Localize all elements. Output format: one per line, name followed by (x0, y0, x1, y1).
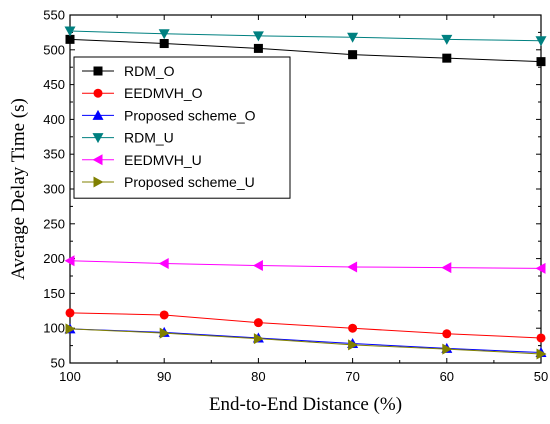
legend-marker (93, 176, 104, 188)
legend: RDM_O EEDMVH_O Proposed scheme_O RDM_U EEDMV… (73, 56, 291, 199)
legend-item: RDM_U (82, 130, 174, 146)
data-point (536, 333, 546, 343)
x-tick-label: 100 (59, 369, 81, 384)
x-tick-label: 50 (534, 369, 548, 384)
legend-label: Proposed scheme_U (124, 174, 255, 190)
legend-marker (92, 109, 104, 120)
data-point (442, 53, 452, 63)
data-point (442, 343, 453, 355)
y-tick-label: 500 (43, 42, 65, 57)
series-line (69, 312, 542, 339)
series-eedmvh-u (64, 255, 546, 274)
series-line (69, 38, 542, 63)
data-point (535, 36, 547, 47)
series-rdm-o (65, 34, 546, 67)
data-point (442, 329, 452, 339)
series-line (69, 260, 542, 269)
y-tick-label: 350 (43, 147, 65, 162)
legend-box (73, 56, 291, 199)
series-eedmvh-o (65, 308, 546, 343)
series-proposed-scheme-o (64, 323, 547, 358)
series-rdm-u (64, 26, 547, 47)
legend-label: RDM_O (124, 63, 175, 79)
y-tick-label: 200 (43, 251, 65, 266)
data-point (253, 318, 263, 328)
series-proposed-scheme-u (65, 323, 547, 360)
legend-label: EEDMVH_U (124, 152, 202, 168)
data-point (536, 57, 546, 67)
data-point (348, 50, 358, 60)
legend-item: Proposed scheme_O (82, 107, 256, 123)
y-tick-label: 150 (43, 286, 65, 301)
y-tick-label: 50 (51, 356, 65, 371)
y-tick-label: 250 (43, 216, 65, 231)
data-point (64, 255, 75, 267)
legend-marker (92, 154, 103, 166)
data-point (441, 34, 453, 45)
x-tick-label: 80 (251, 369, 265, 384)
legend-label: EEDMVH_O (124, 85, 203, 101)
series-line (69, 328, 542, 355)
data-point (65, 323, 76, 335)
y-axis-title: Average Delay Time (s) (8, 98, 29, 280)
x-tick-label: 60 (440, 369, 454, 384)
data-point (159, 327, 170, 339)
data-point (347, 32, 359, 43)
legend-marker (92, 133, 104, 144)
data-point (252, 31, 264, 42)
y-tick-label: 100 (43, 321, 65, 336)
legend-label: Proposed scheme_O (124, 107, 256, 123)
series-line (69, 328, 542, 354)
series-layer (64, 26, 547, 360)
legend-item: EEDMVH_U (82, 152, 202, 168)
y-tick-label: 450 (43, 77, 65, 92)
data-point (253, 43, 263, 53)
data-point (347, 261, 358, 273)
legend-item: EEDMVH_O (82, 85, 203, 101)
data-point (65, 308, 75, 318)
data-point (159, 310, 169, 320)
data-point (535, 262, 546, 274)
legend-marker (93, 88, 103, 98)
y-tick-label: 300 (43, 182, 65, 197)
data-point (253, 333, 264, 345)
x-tick-label: 70 (345, 369, 359, 384)
x-tick-label: 90 (157, 369, 171, 384)
y-tick-label: 400 (43, 112, 65, 127)
data-point (64, 26, 76, 37)
data-point (348, 339, 359, 351)
data-point (348, 323, 358, 333)
y-tick-label: 550 (43, 8, 65, 23)
data-point (158, 257, 169, 269)
data-point (441, 262, 452, 274)
data-point (536, 348, 547, 360)
data-point (252, 260, 263, 272)
data-point (158, 29, 170, 40)
data-point (159, 39, 169, 49)
x-axis-title: End-to-End Distance (%) (209, 394, 402, 415)
legend-item: RDM_O (82, 63, 175, 79)
legend-label: RDM_U (124, 130, 174, 146)
data-point (65, 34, 75, 44)
legend-item: Proposed scheme_U (82, 174, 255, 190)
series-line (69, 30, 542, 42)
legend-marker (93, 66, 103, 76)
